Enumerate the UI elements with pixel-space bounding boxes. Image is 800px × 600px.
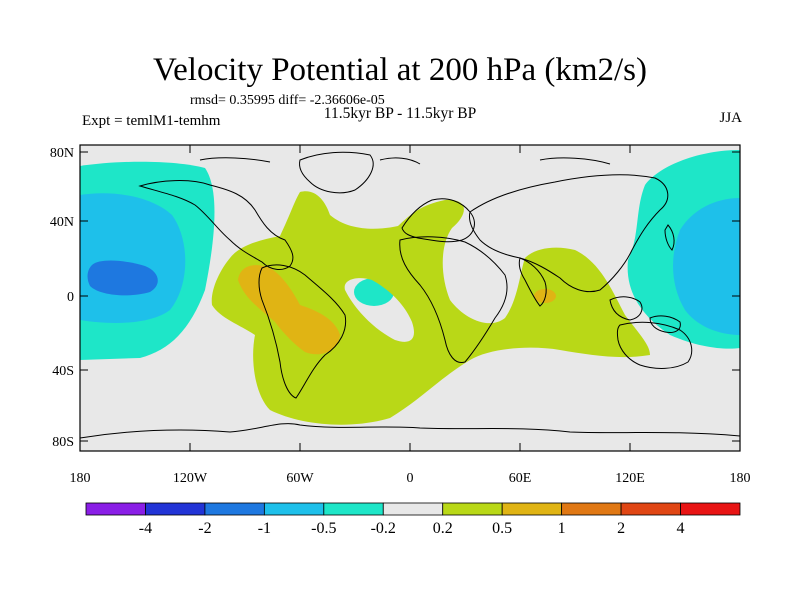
coast-antarctica xyxy=(80,423,740,439)
coast-maritime-continent xyxy=(609,296,681,333)
contour-neg-0.5-east xyxy=(673,198,740,335)
contour-pos-0.5-indian-ocean xyxy=(534,289,556,303)
colorbar-swatch-4 xyxy=(323,502,384,516)
latitude-labels: 80N 40N 0 40S 80S xyxy=(50,146,74,450)
colorbar-label-4: 4 xyxy=(677,520,685,537)
colorbar-swatch-7 xyxy=(501,502,563,516)
colorbar-label--1: -1 xyxy=(258,520,271,537)
colorbar-label--4: -4 xyxy=(139,520,152,537)
season-label: JJA xyxy=(719,110,742,126)
map-title: Velocity Potential at 200 hPa (km2/s) xyxy=(152,52,648,88)
experiment-label: Expt = temlM1-temhm xyxy=(82,113,221,129)
colorbar-swatch-6 xyxy=(442,502,503,516)
lon-label-120E: 120E xyxy=(615,471,645,486)
period-subtitle: 11.5kyr BP - 11.5kyr BP xyxy=(323,105,477,122)
lon-label-120W: 120W xyxy=(173,471,208,486)
axis-ticks xyxy=(79,145,741,451)
stats-line: rmsd= 0.35995 diff= -2.36606e-05 xyxy=(190,93,385,108)
lat-label-40S: 40S xyxy=(52,364,74,379)
coast-africa xyxy=(399,236,508,364)
colorbar-labels: -4 -2 -1 -0.5 -0.2 0.2 0.5 1 2 4 xyxy=(139,520,685,537)
colorbar-swatch-3 xyxy=(263,502,325,516)
colorbar xyxy=(85,502,741,516)
colorbar-label--0.5: -0.5 xyxy=(311,520,336,537)
colorbar-swatch-10 xyxy=(680,502,741,516)
lon-label-180: 180 xyxy=(730,471,751,486)
longitude-labels: 180 120W 60W 0 60E 120E 180 xyxy=(70,471,751,486)
lat-label-0: 0 xyxy=(67,290,74,305)
contour-pos-0.5-south-america xyxy=(238,265,340,355)
coast-north-america xyxy=(138,180,294,270)
colorbar-swatch-2 xyxy=(204,502,265,516)
coastlines xyxy=(80,151,740,439)
lat-label-80N: 80N xyxy=(50,146,74,161)
coast-australia xyxy=(616,321,693,369)
colorbar-label-0.2: 0.2 xyxy=(433,520,453,537)
lat-label-40N: 40N xyxy=(50,215,74,230)
contour-neg-1-core xyxy=(87,260,158,296)
lon-label-0: 0 xyxy=(407,471,414,486)
coast-asia xyxy=(469,174,669,293)
coast-south-america xyxy=(258,264,347,399)
lon-label-60E: 60E xyxy=(509,471,532,486)
coast-greenland xyxy=(299,151,374,194)
colorbar-label-0.5: 0.5 xyxy=(492,520,512,537)
lon-label-60W: 60W xyxy=(286,471,314,486)
colorbar-swatch-0 xyxy=(85,502,146,516)
colorbar-swatch-1 xyxy=(145,502,206,516)
lat-label-80S: 80S xyxy=(52,435,74,450)
colorbar-label--0.2: -0.2 xyxy=(371,520,396,537)
contour-pos-0.2 xyxy=(211,191,650,425)
coast-india xyxy=(518,257,547,307)
colorbar-swatch-8 xyxy=(561,502,622,516)
colorbar-label--2: -2 xyxy=(198,520,211,537)
map-field xyxy=(80,145,740,451)
colorbar-label-2: 2 xyxy=(617,520,625,537)
coast-japan xyxy=(664,224,675,251)
lon-label-180: 180 xyxy=(70,471,91,486)
coast-arctic-islands xyxy=(199,157,611,165)
colorbar-label-1: 1 xyxy=(558,520,566,537)
colorbar-swatch-9 xyxy=(620,502,681,516)
colorbar-swatch-5 xyxy=(382,502,444,516)
